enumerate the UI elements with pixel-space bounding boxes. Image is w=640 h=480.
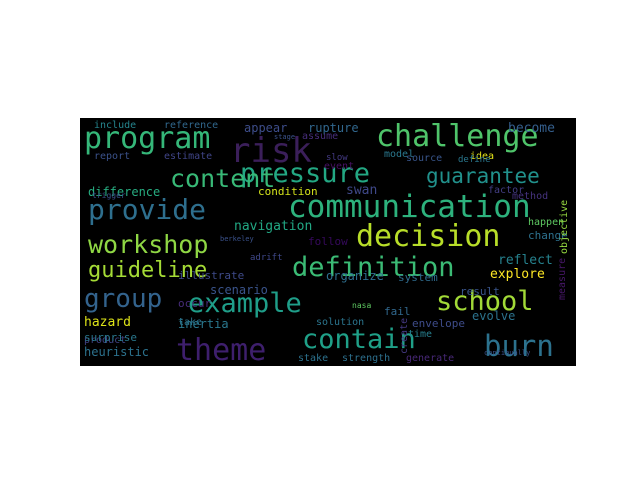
word-product: product [84, 335, 127, 346]
word-content: content [170, 164, 276, 193]
word-evolve: evolve [472, 309, 516, 323]
word-reflect: reflect [498, 253, 553, 268]
word-define: define [458, 155, 491, 165]
word-stage: stage [274, 133, 296, 141]
word-navigation: navigation [234, 219, 313, 234]
word-heuristic: heuristic [84, 345, 150, 359]
word-communication: communication [288, 189, 531, 225]
word-provide: provide [88, 193, 207, 226]
word-result: result [460, 285, 500, 298]
word-envelope: envelope [412, 317, 465, 330]
word-adrift: adrift [250, 253, 283, 263]
word-occur: occur [178, 297, 212, 310]
word-nasa: nasa [352, 301, 372, 310]
word-create: create [399, 317, 410, 354]
word-risk: risk [230, 131, 312, 171]
word-guideline: guideline [88, 258, 208, 283]
word-organize: organize [326, 269, 384, 283]
word-burn: burn [484, 329, 554, 363]
word-system: system [398, 271, 438, 284]
word-objective: objective [559, 199, 570, 254]
word-reference: reference [164, 120, 219, 131]
word-method: method [512, 191, 549, 202]
word-illustrate: illustrate [178, 269, 245, 282]
word-swan: swan [346, 183, 378, 198]
word-inertia: inertia [178, 317, 229, 331]
word-workshop: workshop [88, 230, 209, 259]
word-model: model [384, 149, 415, 160]
word-become: become [508, 121, 555, 136]
word-trigger: trigger [92, 191, 126, 200]
word-estimate: estimate [164, 151, 213, 162]
word-berkeley: berkeley [220, 235, 254, 243]
word-continually: continually [484, 349, 531, 357]
word-group: group [84, 284, 163, 314]
word-assume: assume [302, 131, 339, 142]
word-factor: factor [488, 185, 525, 196]
word-explore: explore [490, 267, 545, 282]
word-hazard: hazard [84, 315, 131, 330]
word-take: take [178, 317, 203, 328]
word-guarantee: guarantee [426, 164, 540, 188]
word-stake: stake [298, 353, 329, 364]
word-strength: strength [342, 353, 391, 364]
word-rupture: rupture [308, 121, 359, 135]
word-cloud: challenge program risk pressure content guara… [80, 118, 576, 366]
word-theme: theme [176, 333, 267, 366]
word-challenge: challenge [376, 119, 539, 154]
word-report: report [94, 151, 131, 162]
word-example: example [188, 288, 302, 319]
word-measure: measure [557, 257, 568, 300]
word-decision: decision [356, 219, 501, 254]
word-difference: difference [88, 185, 161, 199]
word-source: source [406, 153, 443, 164]
word-appear: appear [244, 121, 288, 135]
word-happen: happen [528, 217, 565, 228]
word-idea: idea [470, 151, 495, 162]
word-change: change [528, 229, 568, 242]
word-follow: follow [308, 235, 348, 248]
word-time: time [408, 329, 433, 340]
word-program: program [84, 121, 211, 156]
word-include: include [94, 120, 137, 131]
word-contain: contain [302, 324, 416, 355]
word-condition: condition [258, 185, 318, 198]
word-pressure: pressure [240, 158, 371, 189]
word-generate: generate [406, 353, 455, 364]
word-definition: definition [292, 252, 455, 283]
word-fail: fail [384, 305, 411, 318]
word-slow: slow [326, 153, 348, 163]
word-school: school [436, 286, 534, 317]
word-scenario: scenario [210, 283, 268, 297]
word-event: event [324, 161, 355, 172]
word-solution: solution [316, 317, 365, 328]
word-surprise: surprise [84, 331, 137, 344]
